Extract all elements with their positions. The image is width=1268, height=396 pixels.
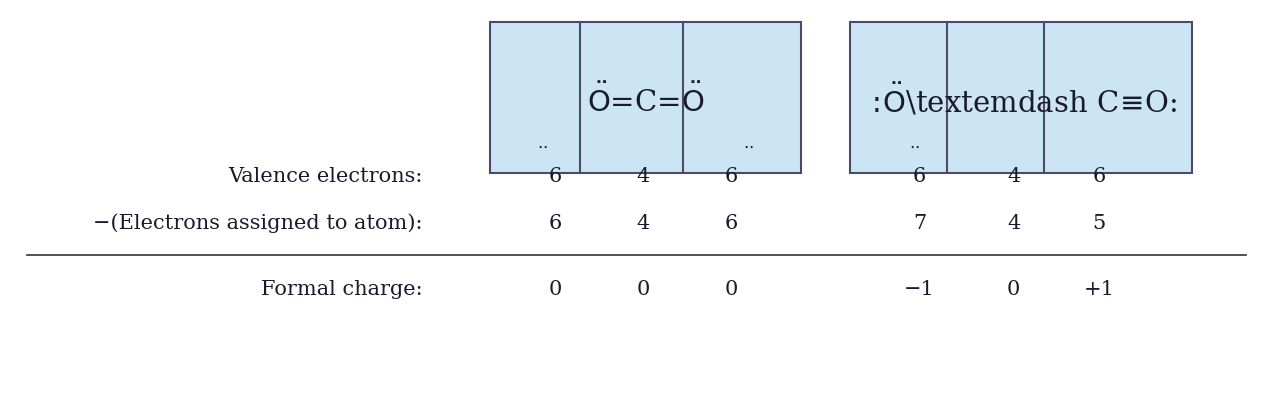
- Text: 6: 6: [913, 167, 926, 186]
- Text: Formal charge:: Formal charge:: [261, 280, 422, 299]
- Text: −1: −1: [904, 280, 935, 299]
- Text: $\cdot\!\cdot$: $\cdot\!\cdot$: [536, 139, 548, 156]
- Text: 7: 7: [913, 214, 926, 233]
- Text: 0: 0: [637, 280, 649, 299]
- Text: +1: +1: [1084, 280, 1115, 299]
- Text: $\cdot\!\cdot$: $\cdot\!\cdot$: [909, 139, 921, 156]
- Text: 4: 4: [637, 214, 649, 233]
- Text: −(Electrons assigned to atom):: −(Electrons assigned to atom):: [94, 213, 422, 233]
- Text: 4: 4: [1007, 214, 1021, 233]
- Text: 4: 4: [637, 167, 649, 186]
- Text: $\cdot\!\cdot$: $\cdot\!\cdot$: [743, 139, 754, 156]
- Text: 6: 6: [548, 167, 562, 186]
- Text: 0: 0: [548, 280, 562, 299]
- Text: 6: 6: [724, 167, 738, 186]
- Text: 0: 0: [724, 280, 738, 299]
- FancyBboxPatch shape: [851, 22, 1192, 173]
- Text: 6: 6: [1093, 167, 1106, 186]
- Text: Valence electrons:: Valence electrons:: [228, 167, 422, 186]
- Text: 0: 0: [1007, 280, 1021, 299]
- FancyBboxPatch shape: [489, 22, 801, 173]
- Text: 4: 4: [1007, 167, 1021, 186]
- Text: 6: 6: [548, 214, 562, 233]
- Text: 6: 6: [724, 214, 738, 233]
- Text: $\ddot{\mathrm{O}}$=C=$\ddot{\mathrm{O}}$: $\ddot{\mathrm{O}}$=C=$\ddot{\mathrm{O}}…: [587, 83, 704, 118]
- Text: $:\!\ddot{\mathrm{O}}$\textemdash C$\!\equiv\!$O:: $:\!\ddot{\mathrm{O}}$\textemdash C$\!\e…: [866, 82, 1177, 119]
- Text: 5: 5: [1093, 214, 1106, 233]
